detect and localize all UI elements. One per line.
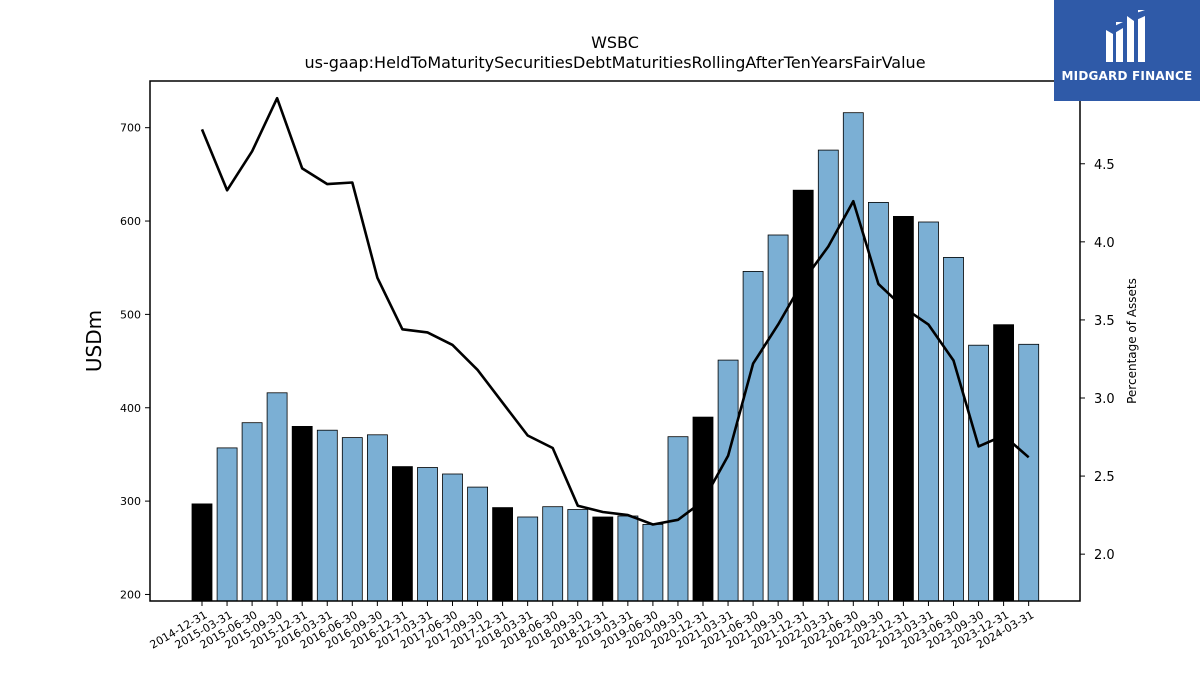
bar bbox=[968, 344, 989, 602]
y-left-tick-label: 500 bbox=[120, 308, 141, 321]
bar bbox=[417, 467, 438, 602]
bar bbox=[993, 324, 1014, 602]
bar bbox=[191, 503, 213, 602]
bar bbox=[792, 189, 814, 602]
bar bbox=[316, 429, 338, 602]
bar bbox=[742, 270, 764, 602]
y-right-tick-label: 3.5 bbox=[1094, 314, 1115, 329]
y-left-tick-label: 700 bbox=[120, 122, 141, 135]
bar bbox=[391, 466, 413, 602]
bar bbox=[617, 515, 639, 602]
y-left-tick-label: 200 bbox=[120, 588, 141, 601]
chart-title: WSBC bbox=[591, 33, 639, 52]
bar bbox=[642, 524, 664, 602]
bar bbox=[918, 221, 939, 602]
bar bbox=[717, 359, 739, 602]
bar bbox=[216, 447, 238, 602]
chart-subtitle: us-gaap:HeldToMaturitySecuritiesDebtMatu… bbox=[304, 53, 926, 72]
brand-logo: MIDGARD FINANCE bbox=[1054, 0, 1200, 101]
series-line bbox=[200, 96, 1030, 526]
bar bbox=[241, 422, 263, 602]
plot-frame bbox=[149, 80, 1081, 602]
y-left-tick-label: 600 bbox=[120, 215, 141, 228]
bar bbox=[517, 516, 539, 602]
bar bbox=[893, 215, 914, 602]
bar bbox=[842, 112, 864, 602]
bar bbox=[542, 506, 564, 602]
bar bbox=[266, 392, 288, 602]
y-left-tick-label: 300 bbox=[120, 495, 141, 508]
bar bbox=[1018, 343, 1040, 602]
bar bbox=[767, 234, 789, 602]
y-right-tick-label: 4.5 bbox=[1094, 158, 1115, 173]
y-right-tick-label: 2.5 bbox=[1094, 470, 1115, 485]
bar bbox=[592, 516, 614, 602]
bar bbox=[492, 507, 514, 602]
y-right-tick-label: 4.0 bbox=[1094, 236, 1115, 251]
bar bbox=[692, 416, 714, 602]
bar bbox=[341, 437, 363, 602]
bar bbox=[291, 425, 313, 602]
bar bbox=[467, 486, 489, 602]
y-left-tick-label: 400 bbox=[120, 402, 141, 415]
bar bbox=[366, 434, 388, 602]
y-right-tick-label: 3.0 bbox=[1094, 392, 1115, 407]
brand-name: MIDGARD FINANCE bbox=[1061, 69, 1193, 83]
bar bbox=[943, 256, 964, 602]
bar bbox=[817, 149, 839, 602]
y-right-tick-label: 2.0 bbox=[1094, 548, 1115, 563]
midgard-logo-icon bbox=[1106, 10, 1145, 62]
bar bbox=[442, 473, 463, 602]
bar bbox=[567, 509, 589, 602]
